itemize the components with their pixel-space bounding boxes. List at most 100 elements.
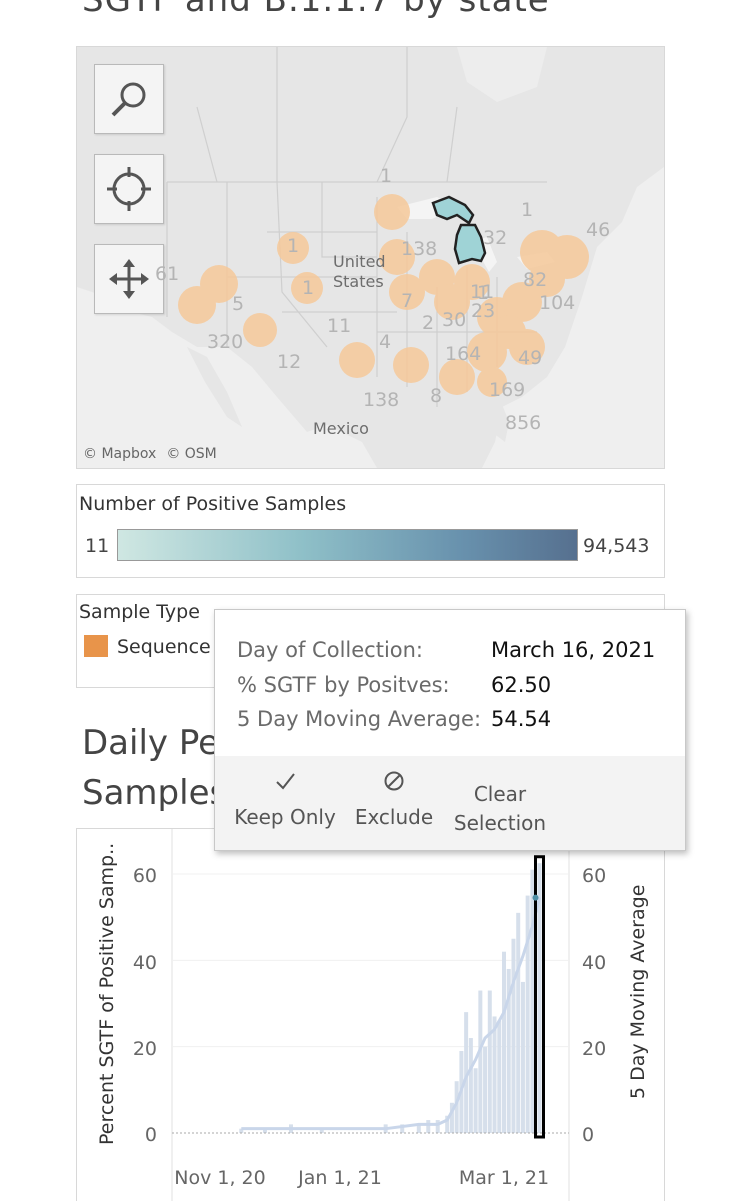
sequence-swatch[interactable] bbox=[84, 635, 108, 657]
daily-bar[interactable] bbox=[487, 990, 492, 1133]
zoom-search-button[interactable] bbox=[94, 64, 164, 134]
tooltip-row-sgtf: % SGTF by Positves: 62.50 bbox=[237, 673, 551, 697]
exclude-button[interactable]: Exclude bbox=[351, 756, 437, 850]
country-label-us: United States bbox=[333, 252, 386, 291]
pan-icon bbox=[109, 259, 149, 299]
sample-type-legend: Sample Type Sequence bbox=[76, 594, 665, 688]
y-tick-right: 0 bbox=[582, 1124, 594, 1146]
map-value-label: 49 bbox=[518, 347, 543, 369]
moving-average-point[interactable] bbox=[532, 894, 539, 901]
exclude-label: Exclude bbox=[354, 805, 434, 829]
legend-color-ramp bbox=[117, 529, 578, 561]
daily-bar[interactable] bbox=[492, 1016, 497, 1133]
map-value-label: 23 bbox=[471, 300, 496, 322]
locate-icon bbox=[107, 167, 151, 211]
y-tick-right: 20 bbox=[582, 1038, 606, 1060]
x-tick: Nov 1, 20 bbox=[174, 1167, 265, 1189]
y-tick-left: 20 bbox=[133, 1038, 157, 1060]
daily-bar[interactable] bbox=[464, 1012, 469, 1133]
map-value-label: 1 bbox=[302, 277, 315, 299]
map-value-label: 320 bbox=[207, 331, 244, 353]
mapbox-credit-link[interactable]: © Mapbox bbox=[83, 446, 157, 462]
daily-bar[interactable] bbox=[502, 951, 506, 1133]
locate-button[interactable] bbox=[94, 154, 164, 224]
daily-bar[interactable] bbox=[400, 1124, 405, 1133]
sequence-legend-label[interactable]: Sequence bbox=[117, 636, 211, 658]
map-value-label: 1 bbox=[287, 235, 300, 257]
legend-title: Number of Positive Samples bbox=[79, 493, 347, 515]
daily-bar[interactable] bbox=[435, 1120, 440, 1133]
daily-bar[interactable] bbox=[530, 869, 535, 1133]
tooltip: Day of Collection: March 16, 2021 % SGTF … bbox=[214, 609, 686, 851]
state-map[interactable]: 1 1 1 1 1 61 5 320 12 11 4 138 8 138 7 2… bbox=[76, 46, 665, 469]
daily-bar[interactable] bbox=[319, 1128, 324, 1133]
moving-average-line[interactable] bbox=[241, 897, 541, 1131]
daily-bar[interactable] bbox=[497, 1020, 502, 1133]
tooltip-row-date: Day of Collection: March 16, 2021 bbox=[237, 638, 655, 662]
daily-bar[interactable] bbox=[520, 981, 525, 1133]
map-value-label: 104 bbox=[539, 292, 576, 314]
daily-bar[interactable] bbox=[416, 1124, 421, 1133]
map-value-label: 61 bbox=[155, 263, 180, 285]
y-tick-left: 0 bbox=[145, 1124, 157, 1146]
map-value-label: 11 bbox=[470, 281, 495, 303]
daily-bar[interactable] bbox=[537, 863, 542, 1133]
x-tick: Jan 1, 21 bbox=[297, 1167, 382, 1189]
daily-bar[interactable] bbox=[454, 1081, 459, 1133]
y-tick-right: 40 bbox=[582, 952, 606, 974]
map-value-label: 1 bbox=[521, 199, 534, 221]
search-icon bbox=[111, 82, 146, 117]
daily-bar[interactable] bbox=[262, 1128, 267, 1133]
map-value-label: 30 bbox=[442, 309, 467, 331]
daily-sgtf-chart[interactable]: 60 40 20 0 60 40 20 0 Percent SGTF of Po… bbox=[76, 828, 665, 1201]
map-value-label: 1 bbox=[477, 282, 490, 304]
map-value-label: 46 bbox=[586, 219, 611, 241]
map-attribution: © Mapbox © OSM bbox=[83, 446, 227, 462]
legend-min-value: 11 bbox=[85, 535, 110, 557]
clear-selection-button[interactable]: Clear Selection bbox=[447, 756, 553, 850]
daily-bar[interactable] bbox=[516, 912, 521, 1133]
country-label-mexico: Mexico bbox=[313, 419, 369, 438]
selection-label: Selection bbox=[453, 811, 547, 835]
daily-bar[interactable] bbox=[478, 990, 483, 1133]
map-value-label: 4 bbox=[379, 331, 392, 353]
daily-bar[interactable] bbox=[473, 1068, 478, 1133]
tooltip-actions: Keep Only Exclude Clear Selection bbox=[215, 756, 685, 850]
map-value-label: 138 bbox=[363, 389, 400, 411]
map-value-label: 2 bbox=[422, 312, 435, 334]
clear-label: Clear bbox=[473, 782, 527, 806]
daily-bar[interactable] bbox=[239, 1128, 244, 1133]
daily-bar[interactable] bbox=[449, 1102, 454, 1133]
pan-button[interactable] bbox=[94, 244, 164, 314]
daily-bar[interactable] bbox=[506, 968, 511, 1133]
color-legend: Number of Positive Samples 11 94,543 bbox=[76, 484, 665, 578]
map-value-label: 11 bbox=[327, 315, 352, 337]
y-tick-right: 60 bbox=[582, 865, 606, 887]
map-value-label: 12 bbox=[277, 351, 302, 373]
map-value-label: 856 bbox=[505, 412, 542, 434]
map-value-label: 5 bbox=[232, 293, 245, 315]
selected-bar-highlight[interactable] bbox=[534, 855, 545, 1139]
keep-only-label: Keep Only bbox=[234, 805, 336, 829]
daily-bar[interactable] bbox=[511, 938, 516, 1133]
daily-bar[interactable] bbox=[483, 1046, 488, 1133]
daily-bar[interactable] bbox=[426, 1120, 431, 1133]
map-value-label: 1 bbox=[380, 165, 393, 187]
map-value-label: 8 bbox=[430, 385, 443, 407]
daily-bar[interactable] bbox=[468, 1038, 473, 1133]
map-canvas[interactable] bbox=[77, 47, 664, 468]
osm-credit-link[interactable]: © OSM bbox=[166, 446, 217, 462]
tooltip-row-average: 5 Day Moving Average: 54.54 bbox=[237, 707, 551, 731]
map-value-label: 138 bbox=[401, 238, 438, 260]
daily-bar[interactable] bbox=[525, 895, 530, 1133]
selected-state-michigan bbox=[431, 195, 487, 265]
legend-max-value: 94,543 bbox=[583, 535, 650, 557]
tooltip-value: March 16, 2021 bbox=[491, 638, 656, 662]
chart-canvas[interactable]: 60 40 20 0 60 40 20 0 Percent SGTF of Po… bbox=[77, 829, 664, 1201]
keep-only-button[interactable]: Keep Only bbox=[233, 756, 337, 850]
map-value-label: 169 bbox=[489, 379, 526, 401]
tooltip-key: Day of Collection: bbox=[237, 638, 424, 662]
daily-bar[interactable] bbox=[445, 1115, 450, 1133]
map-title: SGTF and B.1.1.7 by state bbox=[82, 0, 550, 20]
check-icon bbox=[276, 773, 295, 790]
